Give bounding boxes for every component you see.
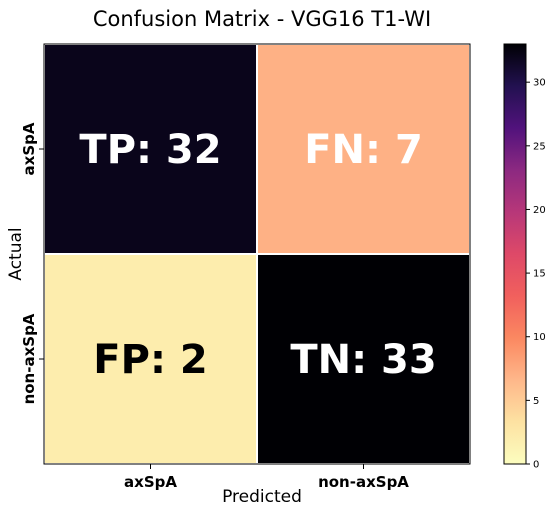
- colorbar-tick-label: 30: [533, 78, 546, 89]
- plot-frame: [43, 43, 471, 465]
- cell-value-label: TP: 32: [79, 127, 221, 173]
- chart-title: Confusion Matrix - VGG16 T1-WI: [93, 7, 431, 31]
- colorbar-tick-label: 5: [533, 396, 539, 407]
- x-axis-label: Predicted: [222, 487, 302, 507]
- cell-value-label: FP: 2: [93, 337, 207, 383]
- colorbar-tick-group: 0 5 10 15 20 25 30: [526, 78, 546, 471]
- colorbar-tick-label: 0: [533, 460, 539, 471]
- cell-value-label: FN: 7: [304, 127, 423, 173]
- x-tick-label: non-axSpA: [318, 473, 409, 491]
- colorbar-tick-label: 15: [533, 269, 546, 280]
- colorbar: [503, 43, 527, 465]
- cell-value-label: TN: 33: [290, 337, 436, 383]
- heatmap-cell: [256, 253, 471, 465]
- y-tick-label: non-axSpA: [20, 313, 38, 404]
- colorbar-tick-label: 10: [533, 332, 546, 343]
- y-tick-label: axSpA: [20, 122, 38, 175]
- y-axis-label: Actual: [6, 227, 26, 280]
- colorbar-tick-label: 20: [533, 205, 546, 216]
- heatmap-cell: [43, 43, 258, 255]
- y-tick-group: axSpA non-axSpA: [20, 122, 44, 404]
- heatmap-cell: [256, 43, 471, 255]
- heatmap-cells: TP: 32 FN: 7 FP: 2 TN: 33: [43, 43, 471, 465]
- x-tick-group: axSpA non-axSpA: [124, 464, 409, 491]
- x-tick-label: axSpA: [124, 473, 177, 491]
- heatmap-cell: [43, 253, 258, 465]
- colorbar-tick-label: 25: [533, 141, 546, 152]
